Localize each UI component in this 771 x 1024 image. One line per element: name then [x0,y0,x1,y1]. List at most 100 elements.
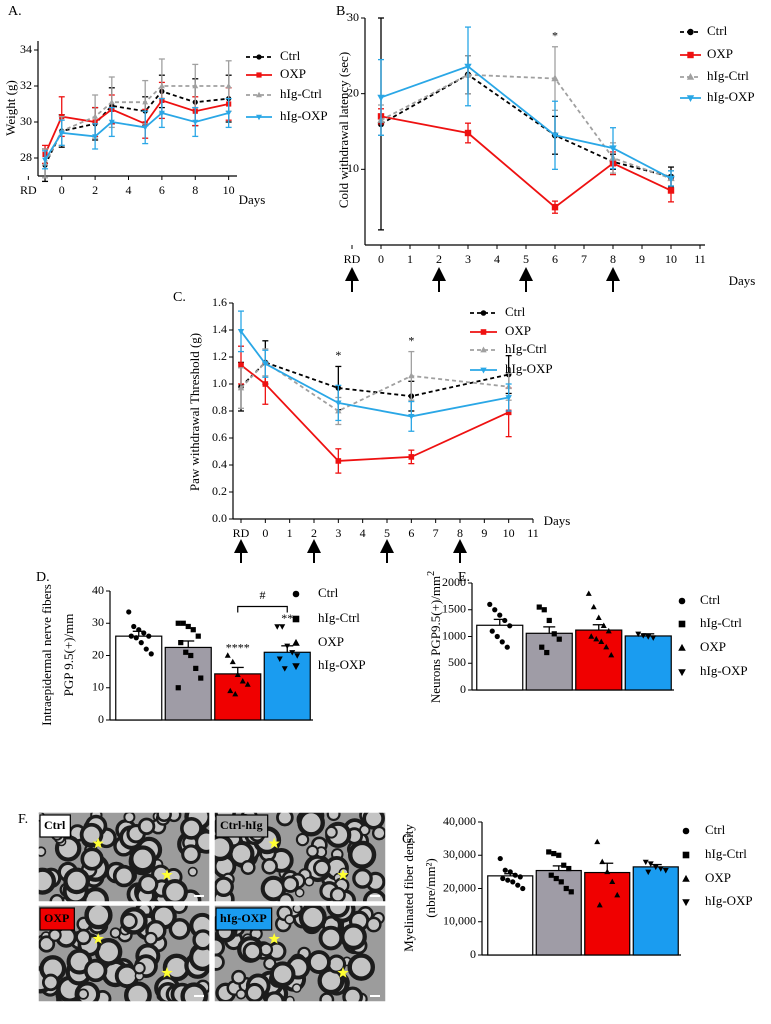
axon [240,859,256,875]
axon [143,931,158,946]
data-point [551,132,559,140]
y-axis-label-text: Paw withdrawal Threshold (g) [187,333,202,491]
marker-star [268,837,280,849]
legend-marker [678,597,686,605]
x-tick-label: 4 [126,183,132,197]
x-tick-label: 6 [408,526,414,540]
bar [263,651,311,721]
y-tick-label: 0.4 [212,457,227,471]
data-point [276,656,283,662]
significance-mark: **** [226,640,250,654]
data-point [645,634,652,640]
data-point [279,624,286,630]
x-tick-label: 8 [610,252,616,266]
data-point [561,862,567,868]
legend-label: hIg-Ctrl [700,615,742,630]
data-point [507,869,513,875]
data-point [193,665,199,671]
legend-marker [480,346,487,353]
data-point [238,362,244,368]
micrograph-label-box [39,907,75,931]
panel-label: D. [36,570,50,585]
data-point [556,852,562,858]
data-point [505,877,511,883]
y-tick-label: 20,000 [443,880,476,894]
data-point [141,630,147,636]
data-point [281,666,288,672]
bar [575,629,623,691]
data-point [539,644,545,650]
micrograph-frame [213,811,387,903]
data-point [585,590,592,596]
data-point [195,633,201,639]
data-point [185,623,191,630]
series-line [380,115,672,209]
axon [214,834,234,862]
axon [120,912,138,930]
data-point [568,889,574,895]
x-tick-label: 8 [457,526,463,540]
axon [180,982,209,1002]
data-point [551,631,557,637]
data-point [600,622,607,629]
marker-star [161,966,173,978]
axon [318,925,344,951]
axon [244,982,265,1002]
y-tick-label: 40 [92,583,104,597]
legend-label: hIg-Ctrl [318,610,360,625]
legend-label: hIg-OXP [707,89,755,104]
x-tick-label: 0 [59,183,65,197]
axon [109,927,122,939]
axon [192,929,210,951]
x-tick-label: 5 [384,526,390,540]
data-point [146,633,152,639]
y-axis-label-text: Neurons PGP9.5(+)/mm [428,576,443,703]
data-point [239,678,246,684]
y-tick-label: 20 [92,647,104,661]
y-tick-label: 28 [20,150,32,164]
micrograph-label-box [215,814,269,838]
y-axis-label-text: Cold withdrawal latency (sec) [336,52,351,208]
legend-marker [687,51,694,59]
x-tick-label: RD [233,526,250,540]
axon [284,914,295,925]
data-point [596,901,603,908]
legend-marker [678,643,686,651]
y-tick-label: 32 [20,78,32,92]
y-tick-label: 40,000 [443,814,476,828]
series-line [380,73,672,178]
x-tick-label: 2 [311,526,317,540]
data-point [244,681,251,687]
data-point [142,125,149,131]
data-point [92,134,99,140]
axon [181,844,201,865]
axon [304,876,315,887]
legend-label: Ctrl [318,585,339,600]
axon [137,817,156,836]
data-point [657,866,664,872]
data-point [335,400,342,407]
data-point [642,859,649,866]
axon [38,867,56,895]
axon [242,941,263,962]
legend-label: hIg-Ctrl [280,86,322,101]
legend-marker [256,91,262,98]
y-axis-label: Weight (g) [3,80,18,136]
axon [41,973,60,992]
micrograph-frame [37,904,211,1003]
axon [80,847,104,871]
dosing-arrows [234,267,620,563]
axon [75,928,92,946]
axon [297,812,325,837]
data-point [608,651,615,658]
micrograph-label: Ctrl [44,818,66,832]
data-point [605,627,612,634]
axon [162,879,188,902]
bar [584,871,631,956]
axon [156,812,172,823]
data-point [520,885,526,892]
data-point [408,454,415,460]
data-point [42,157,49,164]
series-line [240,330,509,418]
data-point [505,409,512,416]
